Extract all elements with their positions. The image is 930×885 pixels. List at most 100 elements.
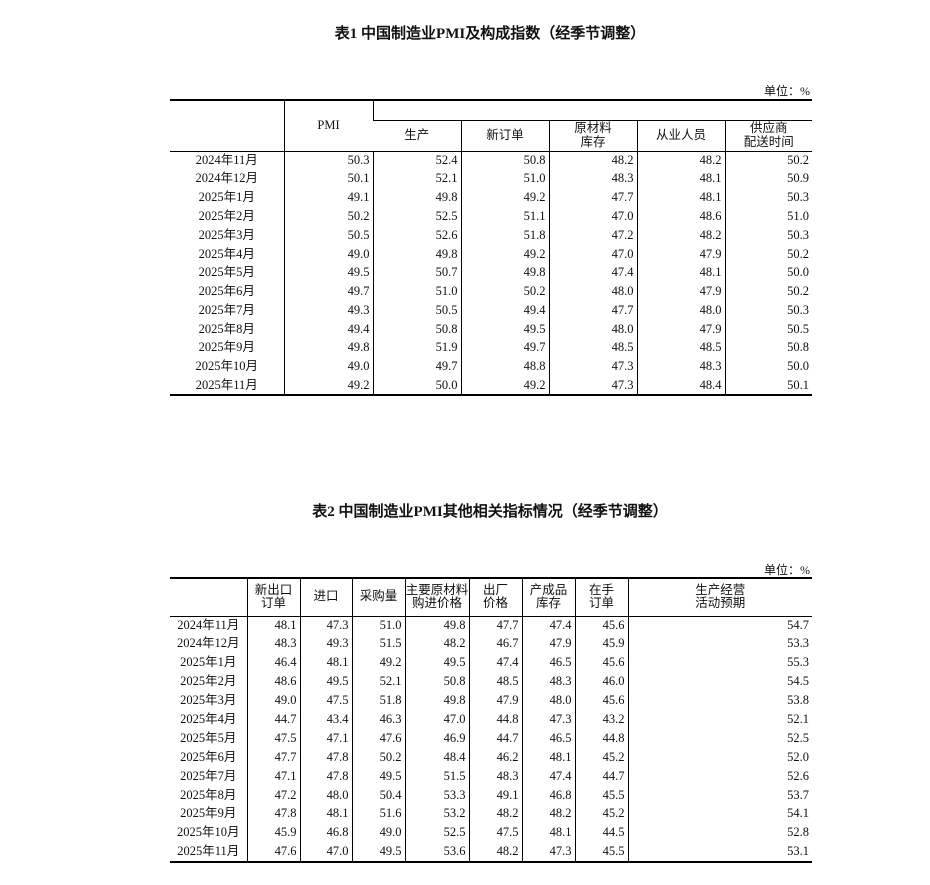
cell-value: 50.5 (372, 301, 461, 321)
row-label: 2025年2月 (198, 208, 255, 223)
cell-value: 47.9 (521, 634, 575, 654)
cell-value: 49.0 (283, 244, 373, 264)
cell-value: 45.9 (574, 634, 628, 654)
cell-value: 53.2 (404, 804, 469, 824)
cell-value: 51.1 (460, 207, 549, 227)
cell-value: 49.8 (372, 188, 461, 208)
cell-value: 54.7 (627, 616, 812, 635)
row-label: 2025年1月 (198, 190, 255, 205)
cell-value: 47.0 (548, 207, 637, 227)
row-label: 2024年12月 (195, 171, 258, 186)
header-pmi: PMI (283, 100, 373, 151)
table-row: 2025年9月 49.8 51.9 49.7 48.5 48.5 50.8 (170, 338, 813, 358)
cell-value: 50.2 (724, 244, 813, 264)
cell-value: 45.2 (574, 804, 628, 824)
cell-value: 46.3 (351, 710, 405, 730)
table-row: 2024年11月 48.1 47.3 51.0 49.8 47.7 47.4 45.6 54.7 (170, 616, 812, 635)
cell-value: 46.2 (468, 748, 522, 768)
cell-value: 48.6 (246, 672, 300, 692)
table-row: 2024年11月 50.3 52.4 50.8 48.2 48.2 50.2 (170, 151, 813, 170)
table2-title: 表2 中国制造业PMI其他相关指标情况（经季节调整） (312, 504, 668, 520)
cell-value: 48.5 (468, 672, 522, 692)
row-label: 2025年2月 (180, 674, 237, 689)
cell-value: 49.4 (460, 301, 549, 321)
cell-value: 54.5 (627, 672, 812, 692)
row-label: 2025年11月 (177, 843, 240, 858)
cell-value: 49.0 (351, 823, 405, 843)
cell-value: 51.9 (372, 338, 461, 358)
cell-value: 49.2 (460, 376, 549, 396)
row-label: 2025年5月 (180, 730, 237, 745)
cell-value: 51.5 (351, 634, 405, 654)
cell-value: 46.5 (521, 653, 575, 673)
cell-value: 50.2 (351, 748, 405, 768)
cell-value: 52.0 (627, 748, 812, 768)
cell-value: 48.1 (521, 748, 575, 768)
table1: PMI 生产 新订单 原材料 库存 从业人员 供应商 配送时间 2024年11月 50.3… (170, 99, 813, 397)
cell-value: 47.3 (521, 842, 575, 862)
cell-value: 50.1 (283, 169, 373, 189)
table-row: 2025年1月 49.1 49.8 49.2 47.7 48.1 50.3 (170, 188, 813, 208)
cell-value: 46.4 (246, 653, 300, 673)
cell-value: 51.0 (460, 169, 549, 189)
cell-value: 45.9 (246, 823, 300, 843)
cell-value: 49.8 (404, 691, 469, 711)
column-header: 出厂 价格 (468, 578, 522, 616)
cell-value: 46.8 (299, 823, 352, 843)
row-label: 2025年5月 (198, 265, 255, 280)
table-row: 2025年3月 50.5 52.6 51.8 47.2 48.2 50.3 (170, 226, 813, 245)
cell-value: 48.5 (636, 338, 725, 358)
table-row: 2025年8月 47.2 48.0 50.4 53.3 49.1 46.8 45.5 53.7 (170, 786, 812, 805)
cell-value: 51.0 (351, 616, 405, 635)
cell-value: 48.1 (636, 263, 725, 283)
cell-value: 48.4 (636, 376, 725, 396)
cell-value: 53.6 (404, 842, 469, 862)
cell-value: 51.6 (351, 804, 405, 824)
cell-value: 52.8 (627, 823, 812, 843)
cell-value: 49.5 (283, 263, 373, 283)
table-row: 2024年12月 48.3 49.3 51.5 48.2 46.7 47.9 45.9 53.3 (170, 634, 812, 654)
table1-unit: 单位：% (764, 84, 810, 98)
row-label: 2025年10月 (176, 825, 240, 840)
row-label: 2025年7月 (198, 302, 255, 317)
cell-value: 47.3 (548, 357, 637, 377)
cell-value: 46.7 (468, 634, 522, 654)
cell-value: 48.1 (246, 616, 300, 635)
cell-value: 52.5 (404, 823, 469, 843)
cell-value: 48.2 (468, 804, 522, 824)
column-header: 原材料 库存 (548, 119, 637, 151)
cell-value: 50.2 (724, 282, 813, 302)
cell-value: 49.8 (460, 263, 549, 283)
cell-value: 44.8 (468, 710, 522, 730)
table-row: 2025年9月 47.8 48.1 51.6 53.2 48.2 48.2 45.2 54.1 (170, 804, 812, 824)
cell-value: 49.8 (404, 616, 469, 635)
cell-value: 45.2 (574, 748, 628, 768)
cell-value: 48.3 (468, 767, 522, 787)
cell-value: 50.0 (372, 376, 461, 396)
cell-value: 51.8 (460, 226, 549, 245)
table-row: 2025年8月 49.4 50.8 49.5 48.0 47.9 50.5 (170, 320, 813, 339)
cell-value: 43.2 (574, 710, 628, 730)
cell-value: 44.7 (246, 710, 300, 730)
cell-value: 50.2 (283, 207, 373, 227)
cell-value: 54.1 (627, 804, 812, 824)
column-header: 新出口 订单 (246, 578, 300, 616)
cell-value: 52.5 (372, 207, 461, 227)
cell-value: 47.5 (468, 823, 522, 843)
column-header: 主要原材料 购进价格 (404, 578, 469, 616)
cell-value: 50.9 (724, 169, 813, 189)
column-header: 供应商 配送时间 (724, 119, 813, 151)
row-label: 2025年9月 (198, 340, 255, 355)
cell-value: 49.7 (372, 357, 461, 377)
cell-value: 49.2 (460, 188, 549, 208)
cell-value: 48.2 (521, 804, 575, 824)
cell-value: 49.0 (283, 357, 373, 377)
cell-value: 52.1 (627, 710, 812, 730)
cell-value: 45.5 (574, 786, 628, 805)
row-label: 2025年1月 (180, 655, 237, 670)
header-spacer (372, 100, 813, 120)
cell-value: 48.6 (636, 207, 725, 227)
table1-title: 表1 中国制造业PMI及构成指数（经季节调整） (334, 26, 646, 42)
table-row: 2025年2月 48.6 49.5 52.1 50.8 48.5 48.3 46.0 54.5 (170, 672, 812, 692)
table-row: 2025年3月 49.0 47.5 51.8 49.8 47.9 48.0 45.6 53.8 (170, 691, 812, 711)
